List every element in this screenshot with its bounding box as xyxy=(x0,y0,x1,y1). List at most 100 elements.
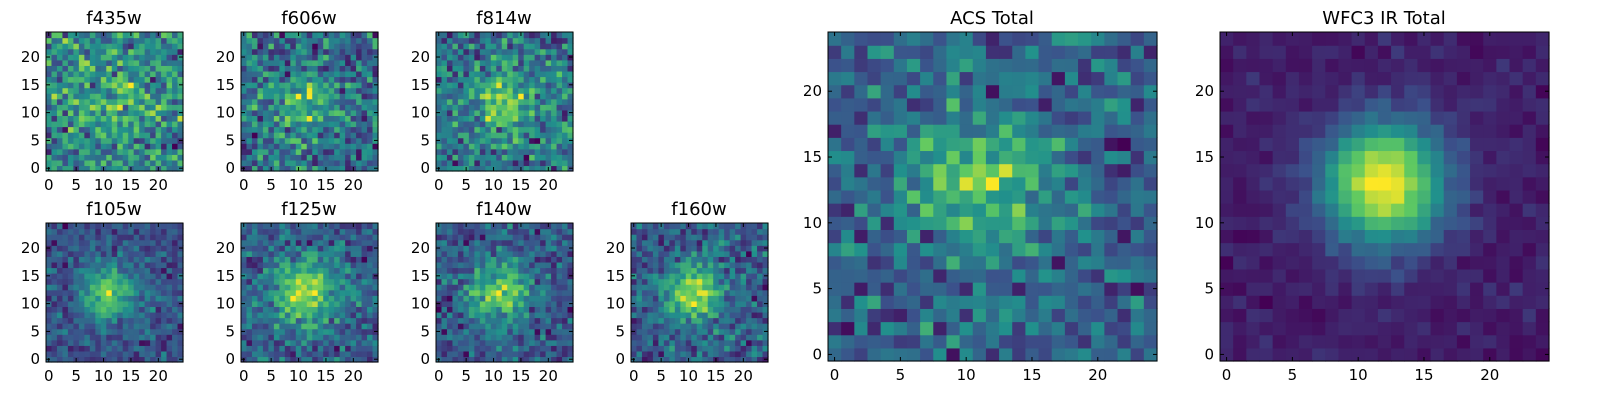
heatmap-cell xyxy=(323,37,330,44)
heatmap-cell xyxy=(529,328,536,335)
heatmap-cell xyxy=(490,82,497,89)
heatmap-cell xyxy=(452,148,459,155)
heatmap-cell xyxy=(641,245,649,252)
heatmap-cell xyxy=(241,154,248,161)
heatmap-cell xyxy=(463,65,470,72)
heatmap-cell xyxy=(177,334,184,341)
heatmap-cell xyxy=(67,350,74,358)
heatmap-cell xyxy=(290,234,297,241)
heatmap-cell xyxy=(257,245,264,252)
heatmap-cell xyxy=(150,98,157,105)
heatmap-cell xyxy=(529,143,536,150)
heatmap-cell xyxy=(172,165,179,172)
heatmap-cell xyxy=(251,267,259,274)
heatmap-cell xyxy=(523,328,530,335)
heatmap-cell xyxy=(512,228,519,235)
heatmap-cell xyxy=(441,59,448,66)
heatmap-cell xyxy=(78,311,85,319)
heatmap-cell xyxy=(680,356,687,363)
heatmap-cell xyxy=(284,59,291,66)
heatmap-cell xyxy=(273,234,280,241)
heatmap-cell xyxy=(262,245,269,252)
heatmap-cell xyxy=(295,323,302,330)
heatmap-cell xyxy=(295,328,302,335)
heatmap-cell xyxy=(361,250,368,257)
heatmap-cell xyxy=(166,154,173,161)
heatmap-cell xyxy=(999,176,1013,191)
heatmap-cell xyxy=(122,70,129,78)
heatmap-cell xyxy=(669,273,676,280)
y-tick-label: 0 xyxy=(615,350,625,368)
heatmap-cell xyxy=(241,87,248,94)
heatmap-cell xyxy=(735,267,742,274)
heatmap-cell xyxy=(512,143,519,150)
heatmap-cell xyxy=(334,306,341,313)
heatmap-cell xyxy=(529,87,536,94)
heatmap-cell xyxy=(696,295,703,302)
heatmap-cell xyxy=(89,273,96,280)
heatmap-cell xyxy=(636,239,643,246)
heatmap-cell xyxy=(306,223,313,230)
heatmap-cell xyxy=(139,137,146,144)
heatmap-cell xyxy=(268,87,275,94)
heatmap-cell xyxy=(512,323,519,330)
heatmap-cell xyxy=(133,317,140,324)
heatmap-cell xyxy=(1012,163,1026,178)
heatmap-cell xyxy=(474,273,481,280)
heatmap-cell xyxy=(933,216,948,230)
heatmap-cell xyxy=(436,93,443,100)
heatmap-cell xyxy=(702,311,709,319)
heatmap-cell xyxy=(1038,216,1053,230)
heatmap-cell xyxy=(273,334,280,341)
heatmap-cell xyxy=(251,350,259,358)
heatmap-cell xyxy=(1117,176,1132,191)
heatmap-cell xyxy=(323,328,330,335)
heatmap-cell xyxy=(496,98,503,105)
heatmap-cell xyxy=(95,345,102,352)
heatmap-cell xyxy=(490,48,497,55)
heatmap-cell xyxy=(985,163,1000,178)
heatmap-cell xyxy=(490,137,497,144)
heatmap-cell xyxy=(534,289,541,296)
heatmap-cell xyxy=(534,154,541,161)
heatmap-cell xyxy=(56,115,64,122)
heatmap-cell xyxy=(73,115,80,122)
heatmap-cell xyxy=(647,250,654,257)
heatmap-cell xyxy=(1143,255,1158,270)
heatmap-cell xyxy=(100,339,107,346)
heatmap-cell xyxy=(485,159,492,167)
heatmap-cell xyxy=(133,43,140,50)
heatmap-cell xyxy=(89,245,96,252)
heatmap-cell xyxy=(691,350,698,358)
heatmap-cell xyxy=(139,82,146,89)
heatmap-cell xyxy=(762,295,769,302)
heatmap-cell xyxy=(241,98,248,105)
heatmap-cell xyxy=(312,165,319,172)
heatmap-cell xyxy=(67,295,74,302)
heatmap-cell xyxy=(556,239,563,246)
heatmap-cell xyxy=(880,268,895,283)
heatmap-cell xyxy=(161,284,168,291)
heatmap-cell xyxy=(540,256,547,263)
heatmap-cell xyxy=(1064,176,1079,191)
heatmap-cell xyxy=(518,109,525,116)
heatmap-cell xyxy=(62,93,69,100)
heatmap-cell xyxy=(361,104,368,111)
heatmap-cell xyxy=(95,159,102,167)
heatmap-cell xyxy=(647,295,654,302)
heatmap-cell xyxy=(490,65,497,72)
heatmap-cell xyxy=(518,289,525,296)
heatmap-cell xyxy=(350,228,357,235)
heatmap-cell xyxy=(273,159,280,167)
heatmap-cell xyxy=(512,165,519,172)
heatmap-cell xyxy=(1078,321,1092,336)
heatmap-cell xyxy=(356,239,363,246)
heatmap-cell xyxy=(361,356,368,363)
heatmap-cell xyxy=(762,261,769,269)
heatmap-cell xyxy=(636,250,643,257)
heatmap-cell xyxy=(290,311,297,319)
heatmap-cell xyxy=(452,234,459,241)
heatmap-cell xyxy=(490,148,497,155)
heatmap-cell xyxy=(273,165,280,172)
heatmap-cell xyxy=(100,284,107,291)
